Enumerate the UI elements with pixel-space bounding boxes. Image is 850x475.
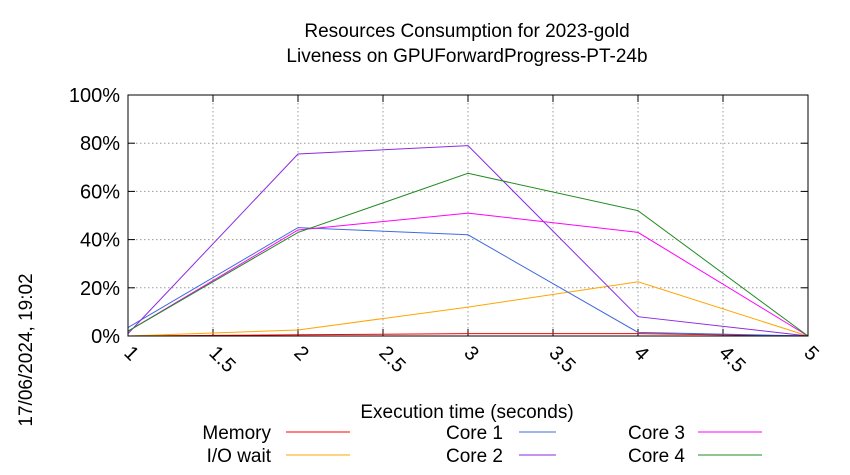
legend-label: I/O wait <box>207 446 272 467</box>
x-tick-label: 2.5 <box>374 342 409 377</box>
x-tick-label: 3.5 <box>544 342 579 377</box>
series-line-core-1 <box>127 227 809 337</box>
series-line-core-3 <box>127 212 809 337</box>
chart-title: Resources Consumption for 2023-gold <box>304 21 629 42</box>
y-tick-label: 60% <box>80 181 120 203</box>
series-line-core-4 <box>127 172 809 337</box>
grid <box>127 94 809 337</box>
legend-label: Memory <box>202 423 271 444</box>
x-tick-label: 4.5 <box>714 342 749 377</box>
legend-label: Core 4 <box>628 446 685 467</box>
x-axis-label: Execution time (seconds) <box>360 402 573 423</box>
plot-frame <box>127 94 809 337</box>
x-tick-label: 1.5 <box>204 342 239 377</box>
y-tick-label: 20% <box>80 278 120 300</box>
y-tick-label: 100% <box>69 85 120 107</box>
x-tick-label: 5 <box>799 342 822 365</box>
timestamp-label: 17/06/2024, 19:02 <box>16 273 37 426</box>
y-tick-label: 0% <box>91 326 120 348</box>
series-line-core-2 <box>127 145 809 337</box>
series-line-i-o-wait <box>127 281 809 337</box>
chart-subtitle: Liveness on GPUForwardProgress-PT-24b <box>286 46 647 67</box>
legend-label: Core 2 <box>446 446 503 467</box>
y-tick-label: 40% <box>80 230 120 252</box>
series-line-memory <box>127 333 809 337</box>
x-tick-label: 4 <box>629 342 652 365</box>
x-tick-label: 2 <box>289 342 312 365</box>
legend-label: Core 1 <box>446 423 503 444</box>
legend-label: Core 3 <box>628 423 685 444</box>
y-tick-label: 80% <box>80 133 120 155</box>
x-tick-labels: 1 1.5 2 2.5 3 3.5 4 4.5 5 <box>119 342 822 377</box>
x-tick-label: 1 <box>119 342 142 365</box>
x-tick-label: 3 <box>459 342 482 365</box>
series-lines <box>127 145 809 337</box>
y-tick-labels: 0% 20% 40% 60% 80% 100% <box>69 85 120 348</box>
